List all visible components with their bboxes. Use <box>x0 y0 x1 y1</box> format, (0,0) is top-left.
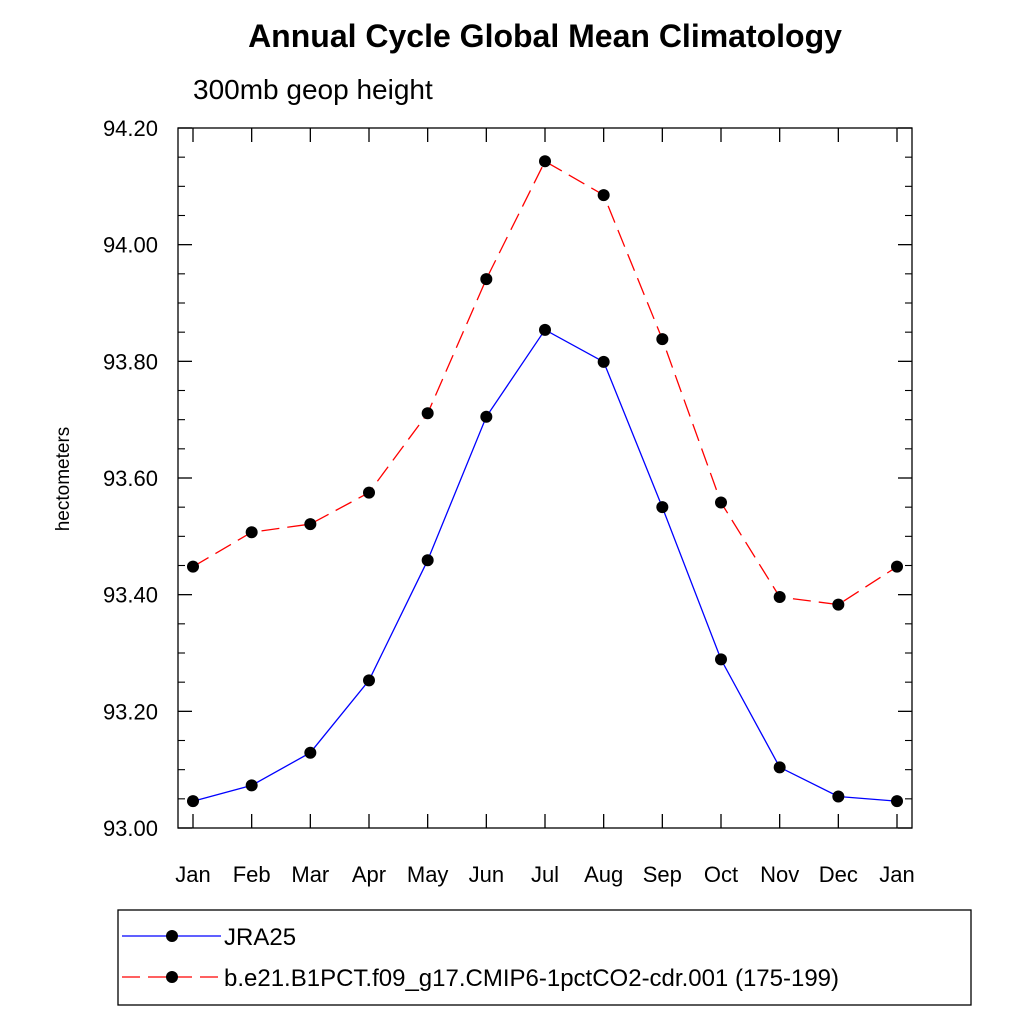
legend-marker-model <box>166 971 178 983</box>
x-tick-label: Jun <box>469 862 504 887</box>
x-tick-label: Nov <box>760 862 799 887</box>
x-tick-label: Sep <box>643 862 682 887</box>
series-point-1 <box>891 560 903 573</box>
y-tick-label: 94.00 <box>103 233 158 258</box>
x-tick-label: Aug <box>584 862 623 887</box>
series-point-0 <box>363 674 375 687</box>
x-tick-label: Oct <box>704 862 738 887</box>
y-tick-label: 93.60 <box>103 466 158 491</box>
series-point-0 <box>656 501 669 514</box>
series-point-1 <box>597 189 610 202</box>
series-point-1 <box>773 591 786 603</box>
x-tick-label: Feb <box>233 862 271 887</box>
x-tick-label: Mar <box>291 862 329 887</box>
x-tick-label: May <box>407 862 449 887</box>
series-point-1 <box>656 333 669 346</box>
y-tick-label: 93.20 <box>103 699 158 724</box>
series-point-0 <box>715 653 727 666</box>
series-line-1 <box>192 160 898 606</box>
series-point-0 <box>480 410 493 423</box>
series-markers <box>187 155 903 808</box>
series-point-0 <box>421 554 434 567</box>
chart-title: Annual Cycle Global Mean Climatology <box>248 18 842 54</box>
legend-label-model: b.e21.B1PCT.f09_g17.CMIP6-1pctCO2-cdr.00… <box>224 965 839 992</box>
y-tick-label: 93.80 <box>103 349 158 374</box>
series-point-0 <box>832 790 845 803</box>
legend-marker-jra25 <box>166 930 178 942</box>
series-point-1 <box>245 526 258 539</box>
series-point-0 <box>187 795 199 808</box>
series-point-0 <box>539 323 551 336</box>
series-point-1 <box>832 598 845 611</box>
series-point-0 <box>304 746 317 759</box>
series-point-1 <box>363 486 375 499</box>
series-lines <box>192 160 898 802</box>
plot-frame <box>177 127 913 829</box>
x-tick-label: Jan <box>175 862 210 887</box>
series-point-0 <box>891 795 903 808</box>
series-point-1 <box>187 560 199 573</box>
series-point-1 <box>480 273 493 286</box>
x-tick-label: Apr <box>352 862 386 887</box>
x-tick-label: Jan <box>879 862 914 887</box>
chart-subtitle: 300mb geop height <box>193 74 433 105</box>
series-point-1 <box>421 407 434 420</box>
y-tick-label: 94.20 <box>103 116 158 141</box>
legend: JRA25 b.e21.B1PCT.f09_g17.CMIP6-1pctCO2-… <box>117 909 972 1006</box>
axes: Jan Feb Mar Apr May Jun Jul Aug Sep Oct Nov Dec Jan 9… <box>103 116 915 887</box>
series-point-1 <box>715 496 727 509</box>
y-tick-label: 93.00 <box>103 816 158 841</box>
series-point-1 <box>304 518 317 531</box>
series-point-1 <box>539 155 551 168</box>
series-point-0 <box>773 761 786 774</box>
x-tick-label: Jul <box>531 862 559 887</box>
series-point-0 <box>597 355 610 368</box>
series-point-0 <box>245 779 258 792</box>
y-axis-label: hectometers <box>53 427 74 532</box>
legend-box <box>117 909 972 1006</box>
legend-label-jra25: JRA25 <box>224 924 296 951</box>
y-tick-label: 93.40 <box>103 583 158 608</box>
series-line-0 <box>192 328 898 802</box>
x-tick-label: Dec <box>819 862 858 887</box>
